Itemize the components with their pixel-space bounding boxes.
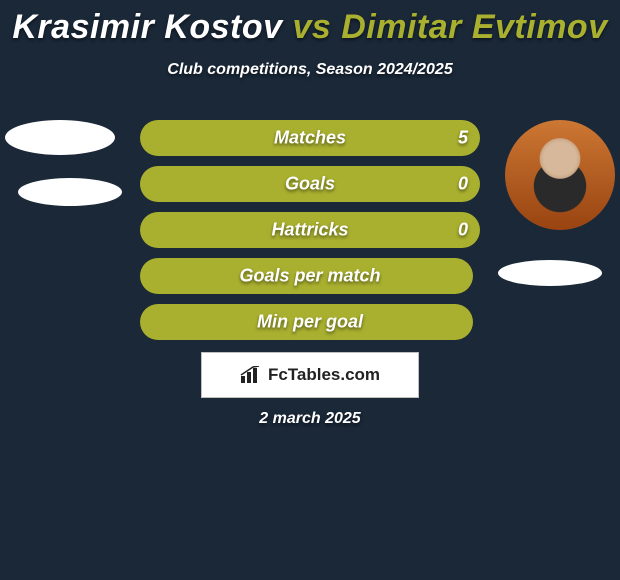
stat-bar-row: Goals per match [140,258,480,294]
comparison-title: Krasimir Kostov vs Dimitar Evtimov [0,0,620,47]
subtitle: Club competitions, Season 2024/2025 [0,61,620,79]
stat-bar-value: 0 [458,174,480,195]
logo-box: FcTables.com [201,352,419,398]
player1-avatar-placeholder [5,120,115,155]
stat-bar-value: 5 [458,128,480,149]
stat-bar-row: Goals0 [140,166,480,202]
player2-photo-placeholder [505,120,615,230]
stat-bar-value: 0 [458,220,480,241]
stat-bar-fill [140,212,480,248]
bar-chart-icon [240,366,262,384]
stat-bar-fill [140,166,480,202]
stat-bar-fill [140,120,480,156]
player2-avatar [505,120,615,230]
stat-bar-fill [140,258,473,294]
player1-name: Krasimir Kostov [12,8,282,46]
stat-bars: Matches5 Goals0 Hattricks0 Goals per match M… [140,120,480,350]
footer-date: 2 march 2025 [0,410,620,428]
stat-bar-row: Min per goal [140,304,480,340]
player2-shadow-ellipse [498,260,602,286]
stat-bar-fill [140,304,473,340]
player2-name: Dimitar Evtimov [341,8,607,46]
vs-separator: vs [292,8,331,46]
stat-bar-row: Matches5 [140,120,480,156]
stat-bar-row: Hattricks0 [140,212,480,248]
logo-text: FcTables.com [268,365,380,385]
player1-shadow-ellipse [18,178,122,206]
